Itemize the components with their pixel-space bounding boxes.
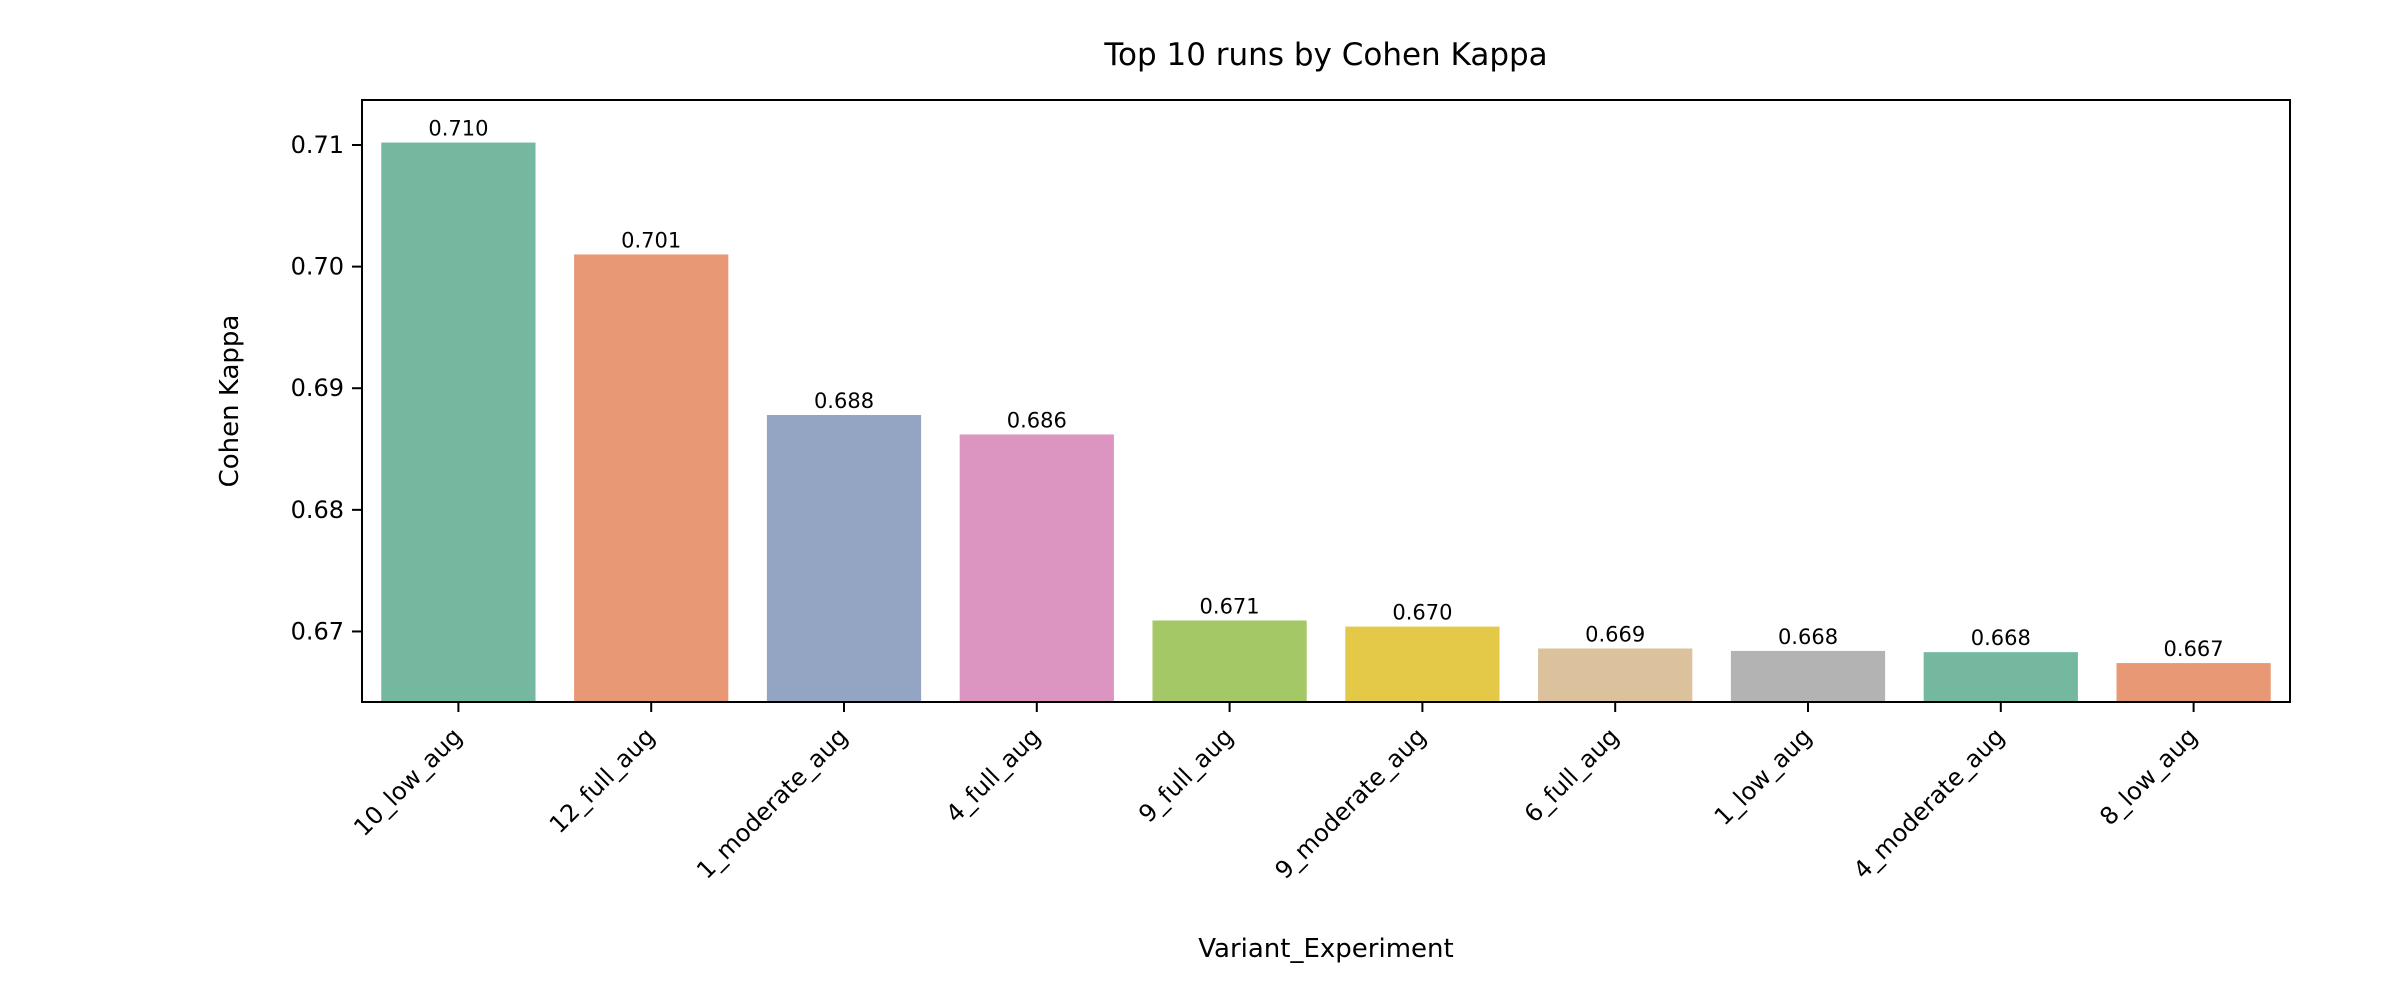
x-tick-label: 1_low_aug xyxy=(1709,722,1817,830)
bar-value-label: 0.670 xyxy=(1392,601,1452,625)
y-tick-label: 0.68 xyxy=(291,496,344,524)
bar-4_moderate_aug xyxy=(1923,652,2078,702)
plot-frame xyxy=(361,99,2291,703)
bar-value-label: 0.686 xyxy=(1007,408,1067,432)
bar-8_low_aug xyxy=(2116,663,2271,702)
bar-value-label: 0.668 xyxy=(1971,626,2031,650)
bar-value-label: 0.669 xyxy=(1585,622,1645,646)
x-tick-label: 4_full_aug xyxy=(940,722,1046,828)
plot-area: 0.710 0.701 0.688 0.686 0.671 0.670 0.669 0.668… xyxy=(381,117,2271,703)
x-tick-label: 8_low_aug xyxy=(2094,722,2202,830)
bar-value-label: 0.701 xyxy=(621,228,681,252)
bar-value-label: 0.671 xyxy=(1200,595,1260,619)
x-axis-title: Variant_Experiment xyxy=(1198,934,1453,964)
y-tick-label: 0.69 xyxy=(291,374,344,402)
x-tick-label: 10_low_aug xyxy=(348,722,467,841)
bar-value-label: 0.668 xyxy=(1778,625,1838,649)
y-axis-title: Cohen Kappa xyxy=(215,315,245,488)
x-tick-label: 1_moderate_aug xyxy=(691,722,853,884)
bar-1_low_aug xyxy=(1730,650,1886,702)
chart-title: Top 10 runs by Cohen Kappa xyxy=(1103,37,1547,73)
y-tick-label: 0.71 xyxy=(291,131,344,159)
bar-6_full_aug xyxy=(1538,648,1693,702)
bar-value-label: 0.667 xyxy=(2164,637,2224,661)
x-tick-label: 12_full_aug xyxy=(544,722,660,838)
bar-value-label: 0.710 xyxy=(428,117,488,141)
x-tick-label: 9_moderate_aug xyxy=(1270,722,1432,884)
bar-9_full_aug xyxy=(1152,620,1307,702)
bar-4_full_aug xyxy=(959,434,1114,702)
y-tick-label: 0.67 xyxy=(291,617,344,645)
y-axis: 0.67 0.68 0.69 0.70 0.71 xyxy=(291,131,362,645)
x-tick-label: 6_full_aug xyxy=(1519,722,1625,828)
x-tick-label: 4_moderate_aug xyxy=(1848,722,2010,884)
bar-1_moderate_aug xyxy=(766,414,922,702)
y-tick-label: 0.70 xyxy=(291,253,344,281)
bar-9_moderate_aug xyxy=(1345,626,1500,702)
x-axis: 10_low_aug 12_full_aug 1_moderate_aug 4_ful… xyxy=(348,702,2203,885)
bar-value-label: 0.688 xyxy=(814,389,874,413)
x-tick-label: 9_full_aug xyxy=(1133,722,1239,828)
bar-12_full_aug xyxy=(574,254,729,703)
bar-10_low_aug xyxy=(381,142,536,702)
